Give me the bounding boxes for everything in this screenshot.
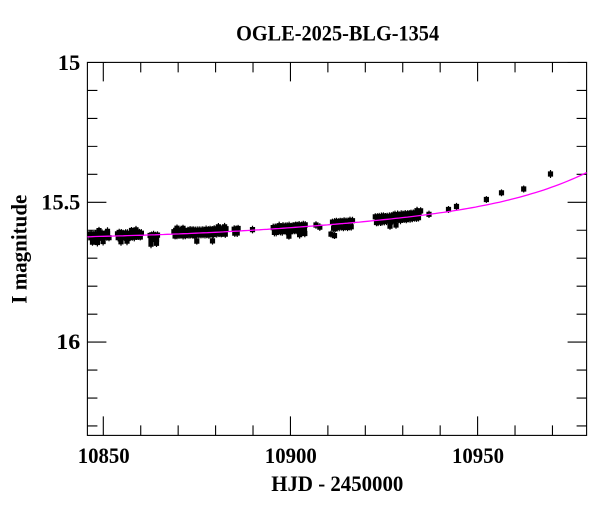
svg-text:I magnitude: I magnitude <box>6 194 31 303</box>
svg-text:10850: 10850 <box>78 443 130 468</box>
svg-text:OGLE-2025-BLG-1354: OGLE-2025-BLG-1354 <box>236 21 439 46</box>
svg-text:16: 16 <box>56 329 80 354</box>
svg-text:10900: 10900 <box>265 443 317 468</box>
svg-text:10950: 10950 <box>452 443 504 468</box>
svg-text:15: 15 <box>58 50 81 75</box>
svg-text:HJD - 2450000: HJD - 2450000 <box>271 471 403 496</box>
svg-text:15.5: 15.5 <box>41 190 80 215</box>
